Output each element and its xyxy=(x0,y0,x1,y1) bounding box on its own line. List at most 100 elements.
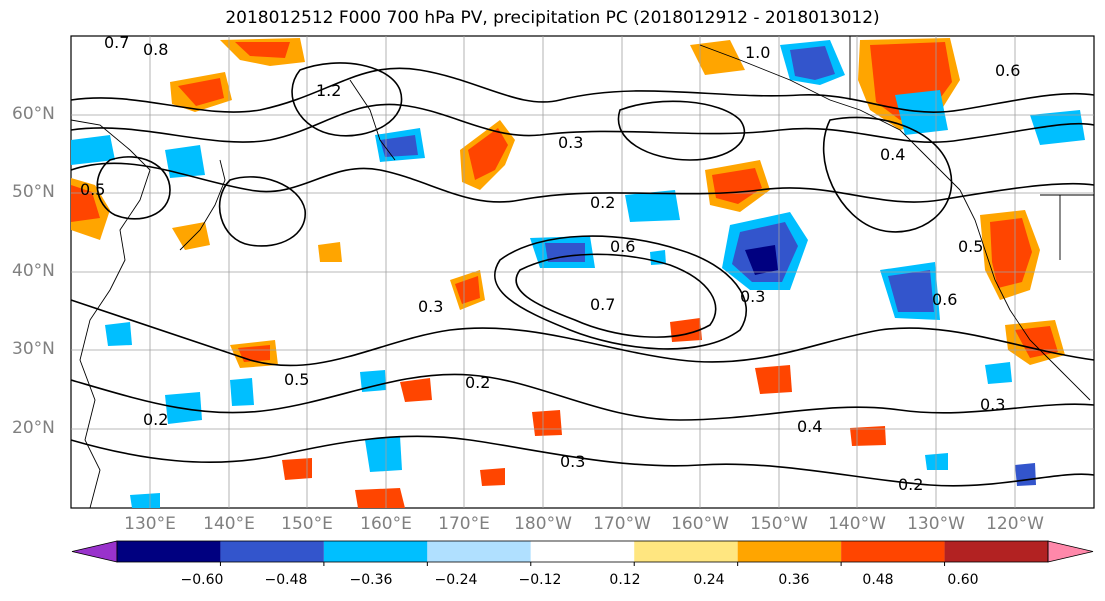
colorbar-segment xyxy=(530,541,635,562)
coast-canada xyxy=(849,36,1094,260)
contour-label: 0.3 xyxy=(980,395,1005,414)
colorbar-tick-label: 0.60 xyxy=(947,572,979,588)
colorbar-tick-label: 0.24 xyxy=(693,572,725,588)
colorbar-segment xyxy=(220,541,324,562)
lat-label-50n: 50°N xyxy=(12,182,55,202)
blob-pos xyxy=(712,168,762,204)
blob-pos xyxy=(178,78,224,106)
pv-contour xyxy=(493,235,747,350)
pv-contour xyxy=(96,156,171,220)
colorbar-segment xyxy=(117,541,221,562)
blob-pos xyxy=(282,458,312,480)
blob-neg xyxy=(790,46,835,80)
lat-label-20n: 20°N xyxy=(12,418,55,438)
colorbar-outline xyxy=(116,540,1049,563)
blob-neg xyxy=(745,245,778,275)
shading-negative xyxy=(71,40,1085,508)
pv-contour xyxy=(291,62,403,137)
contour-label: 0.2 xyxy=(898,475,923,494)
colorbar-segment xyxy=(944,541,1048,562)
contour-label: 0.3 xyxy=(560,452,585,471)
blob-pos xyxy=(532,410,562,436)
contour-label: 0.5 xyxy=(80,180,105,199)
blob-neg xyxy=(888,270,934,312)
contour-label: 0.5 xyxy=(284,370,309,389)
lon-label: 150°E xyxy=(281,514,333,534)
blob-pos xyxy=(318,242,342,262)
blob-neg xyxy=(1030,110,1085,145)
contour-label: 1.2 xyxy=(316,81,341,100)
pv-contours xyxy=(70,62,1095,487)
contour-label: 0.3 xyxy=(418,297,443,316)
blob-neg xyxy=(925,453,948,470)
colorbar-tick-label: −0.48 xyxy=(264,572,308,588)
blob-neg xyxy=(1015,463,1036,486)
contour-label: 0.6 xyxy=(610,237,635,256)
lon-label: 180°W xyxy=(514,514,572,534)
colorbar-segment xyxy=(634,541,738,562)
contour-label: 0.6 xyxy=(932,290,957,309)
coast-asia xyxy=(70,119,151,509)
lat-label-40n: 40°N xyxy=(12,261,55,281)
colorbar-segment xyxy=(841,541,945,562)
colorbar-tick-label: 0.36 xyxy=(778,572,810,588)
lon-label: 130°E xyxy=(124,514,176,534)
coast-kamchatka xyxy=(349,79,396,161)
coastlines xyxy=(70,36,1094,509)
pv-contour xyxy=(70,103,1095,143)
pv-contour xyxy=(70,299,1095,367)
map-title: 2018012512 F000 700 hPa PV, precipitatio… xyxy=(225,8,880,28)
blob-neg xyxy=(365,436,402,472)
blob-pos xyxy=(990,218,1032,288)
pv-contour xyxy=(822,116,953,233)
blob-pos xyxy=(355,488,405,508)
coast-japan xyxy=(179,159,226,251)
blob-pos xyxy=(71,185,100,222)
contour-label: 0.3 xyxy=(558,133,583,152)
blob-pos xyxy=(850,426,886,446)
lat-label-30n: 30°N xyxy=(12,339,55,359)
coast-alaska xyxy=(699,44,961,191)
blob-neg xyxy=(625,190,680,222)
pv-contour xyxy=(70,373,1095,421)
colorbar-tick-label: 0.48 xyxy=(862,572,894,588)
blob-pos xyxy=(400,378,432,402)
contour-label: 0.6 xyxy=(995,61,1020,80)
contour-label: 0.2 xyxy=(590,193,615,212)
blob-pos xyxy=(755,365,792,394)
blob-neg xyxy=(105,322,132,346)
colorbar-segment xyxy=(737,541,842,562)
blob-neg xyxy=(130,493,160,508)
colorbar-segment xyxy=(323,541,428,562)
blob-neg xyxy=(165,145,205,178)
pv-contour xyxy=(617,100,746,161)
blob-pos xyxy=(690,40,745,75)
contour-labels: 0.7 0.8 1.2 1.0 0.6 0.3 0.2 0.5 0.4 0.6 … xyxy=(80,33,1020,494)
lon-label: 150°W xyxy=(750,514,808,534)
blob-neg xyxy=(380,135,418,157)
lon-label: 140°W xyxy=(828,514,886,534)
blob-pos xyxy=(455,276,480,304)
lon-label: 140°E xyxy=(203,514,255,534)
contour-label: 0.7 xyxy=(590,295,615,314)
pv-contour xyxy=(515,253,717,338)
colorbar-tick-label: −0.12 xyxy=(518,572,562,588)
contour-label: 0.2 xyxy=(465,373,490,392)
pv-contour xyxy=(218,176,306,247)
colorbar-tick-label: −0.36 xyxy=(349,572,393,588)
contour-label: 0.4 xyxy=(797,417,822,436)
blob-neg xyxy=(360,370,386,392)
blob-neg xyxy=(985,362,1012,384)
pv-contour xyxy=(70,435,1095,487)
colorbar-arrow-low xyxy=(71,540,118,563)
contour-label: 0.8 xyxy=(143,40,168,59)
blob-pos xyxy=(480,468,505,486)
pv-contour xyxy=(70,162,1095,203)
lon-label: 160°W xyxy=(671,514,729,534)
precip-shading xyxy=(71,38,1085,508)
contour-label: 0.3 xyxy=(740,287,765,306)
blob-pos xyxy=(238,345,270,362)
contour-label: 0.7 xyxy=(104,33,129,52)
colorbar-arrow-high xyxy=(1047,540,1094,563)
colorbar-tick-label: −0.60 xyxy=(180,572,224,588)
